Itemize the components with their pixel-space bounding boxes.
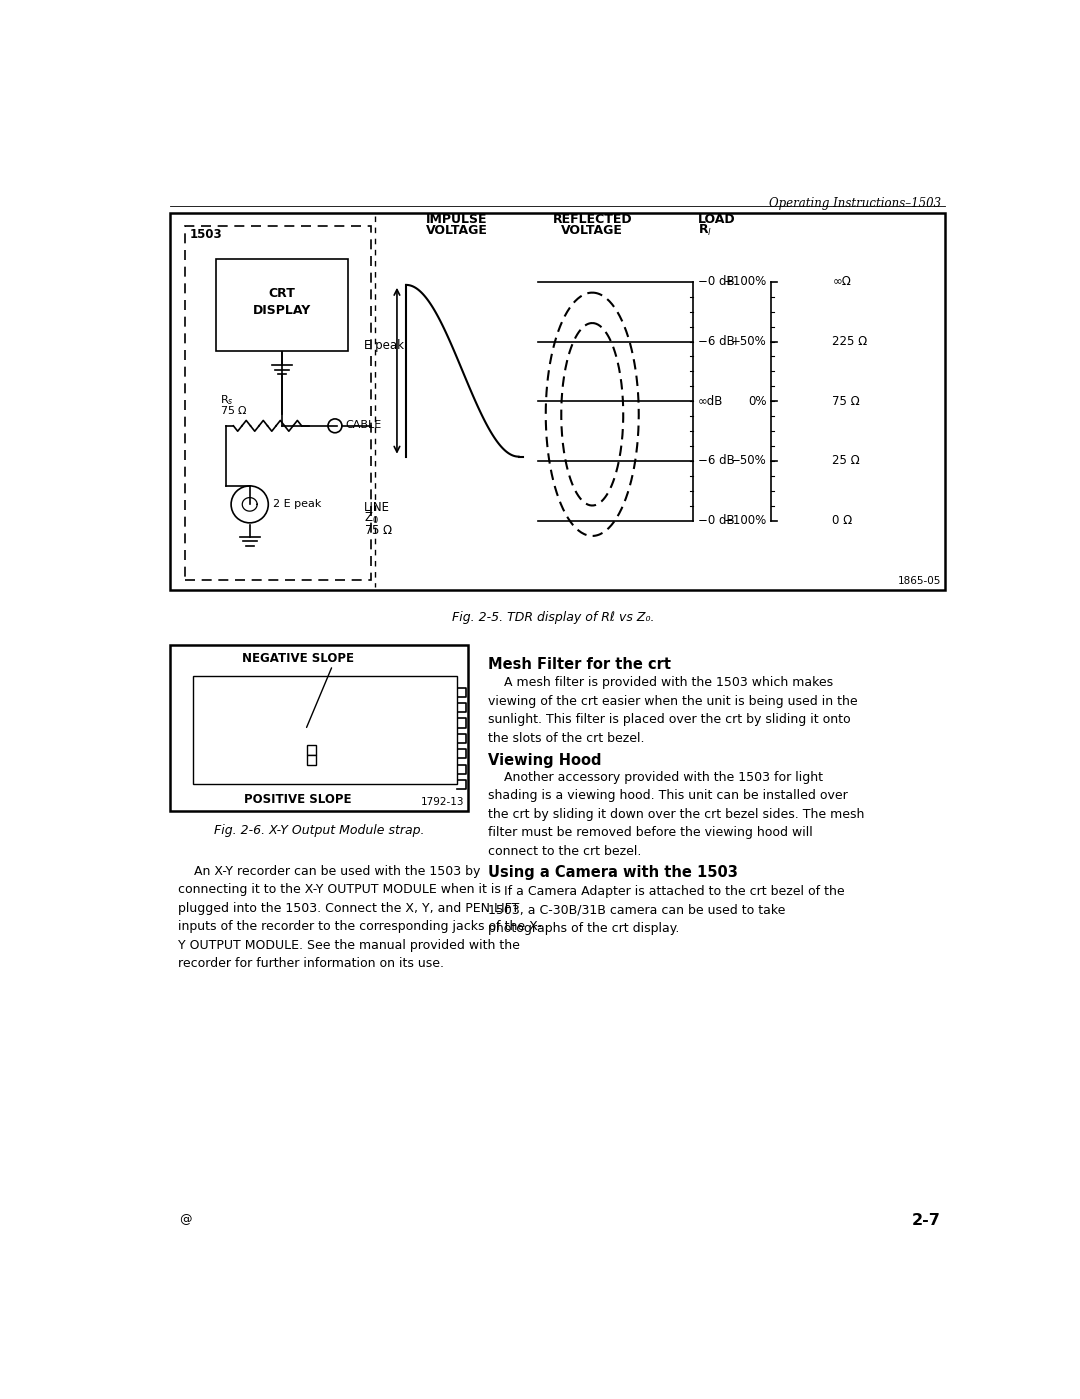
Text: Fig. 2-6. X-Y Output Module strap.: Fig. 2-6. X-Y Output Module strap. <box>214 824 424 837</box>
Text: Fig. 2-5. TDR display of Rℓ vs Z₀.: Fig. 2-5. TDR display of Rℓ vs Z₀. <box>453 610 654 624</box>
Text: 1792-13: 1792-13 <box>421 796 464 807</box>
Text: Operating Instructions–1503: Operating Instructions–1503 <box>769 197 941 210</box>
Text: An X-Y recorder can be used with the 1503 by
connecting it to the X-Y OUTPUT MOD: An X-Y recorder can be used with the 150… <box>177 865 541 971</box>
Text: LOAD: LOAD <box>698 213 735 227</box>
Text: R$_l$: R$_l$ <box>698 222 712 238</box>
Text: −100%: −100% <box>724 513 767 527</box>
Text: CRT
DISPLAY: CRT DISPLAY <box>253 287 311 316</box>
Text: Viewing Hood: Viewing Hood <box>488 753 602 768</box>
Text: ∞dB: ∞dB <box>698 395 723 407</box>
Text: 2 E peak: 2 E peak <box>273 499 322 509</box>
Text: Z$_0$: Z$_0$ <box>364 511 378 526</box>
Text: 1865-05: 1865-05 <box>897 575 941 586</box>
Text: 2-7: 2-7 <box>913 1213 941 1228</box>
Bar <box>216 259 348 351</box>
Text: 0 Ω: 0 Ω <box>833 513 853 527</box>
Text: R$_s$: R$_s$ <box>220 393 234 407</box>
Text: A mesh filter is provided with the 1503 which makes
viewing of the crt easier wh: A mesh filter is provided with the 1503 … <box>488 676 858 744</box>
Text: −0 dB: −0 dB <box>698 513 734 527</box>
Bar <box>170 645 469 811</box>
Bar <box>170 213 945 590</box>
Text: ∞Ω: ∞Ω <box>833 276 851 288</box>
Text: −6 dB: −6 dB <box>698 334 734 348</box>
Text: 225 Ω: 225 Ω <box>833 334 867 348</box>
Text: @: @ <box>179 1213 191 1226</box>
Text: POSITIVE SLOPE: POSITIVE SLOPE <box>244 793 351 806</box>
Text: 75 $\Omega$: 75 $\Omega$ <box>220 403 248 416</box>
Text: +100%: +100% <box>724 276 767 288</box>
Text: NEGATIVE SLOPE: NEGATIVE SLOPE <box>242 652 354 665</box>
Text: CABLE: CABLE <box>346 420 382 429</box>
Text: IMPULSE: IMPULSE <box>426 213 487 227</box>
Text: Using a Camera with the 1503: Using a Camera with the 1503 <box>488 865 738 880</box>
Text: Another accessory provided with the 1503 for light
shading is a viewing hood. Th: Another accessory provided with the 1503… <box>488 771 864 858</box>
Text: 0%: 0% <box>748 395 767 407</box>
Text: VOLTAGE: VOLTAGE <box>426 224 487 236</box>
Text: −0 dB: −0 dB <box>698 276 734 288</box>
Text: Mesh Filter for the crt: Mesh Filter for the crt <box>488 656 671 672</box>
Bar <box>307 755 316 765</box>
Text: E peak: E peak <box>364 339 404 351</box>
Text: 75 $\Omega$: 75 $\Omega$ <box>364 523 393 537</box>
Bar <box>193 676 457 783</box>
Bar <box>307 746 316 754</box>
Text: If a Camera Adapter is attached to the crt bezel of the
1503, a C-30B/31B camera: If a Camera Adapter is attached to the c… <box>488 884 845 935</box>
Text: 1503: 1503 <box>190 228 222 241</box>
Text: +50%: +50% <box>731 334 767 348</box>
Text: LINE: LINE <box>364 501 390 513</box>
Text: 75 Ω: 75 Ω <box>833 395 861 407</box>
Text: −50%: −50% <box>731 455 767 467</box>
Text: 25 Ω: 25 Ω <box>833 455 861 467</box>
Bar <box>186 225 372 579</box>
Text: REFLECTED: REFLECTED <box>553 213 632 227</box>
Text: VOLTAGE: VOLTAGE <box>562 224 623 236</box>
Text: −6 dB: −6 dB <box>698 455 734 467</box>
